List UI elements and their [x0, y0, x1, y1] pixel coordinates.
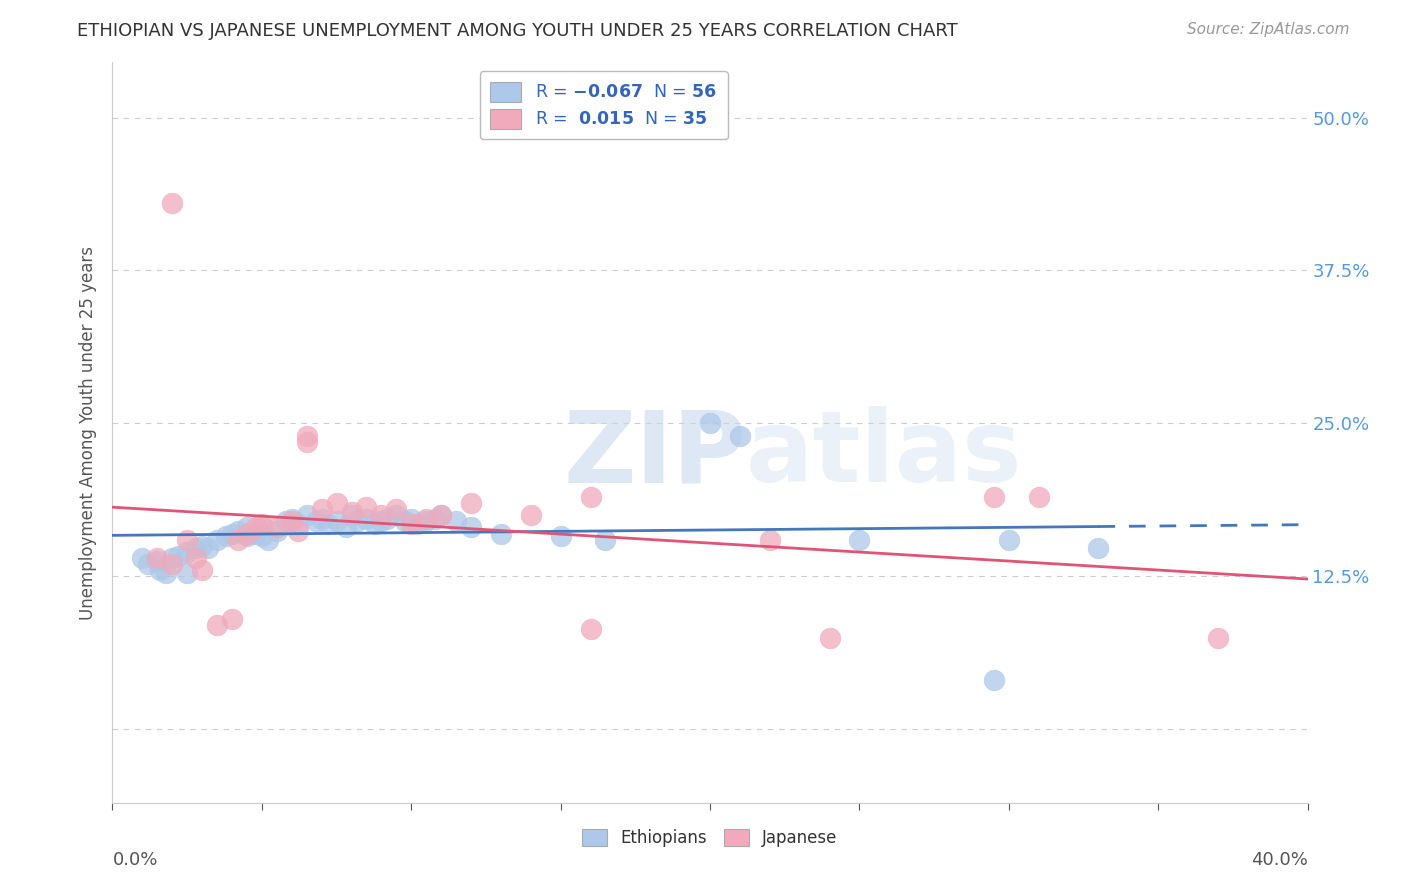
- Point: [226, 524, 249, 538]
- Point: [401, 512, 423, 526]
- Point: [394, 514, 416, 528]
- Point: [401, 516, 423, 531]
- Point: [162, 557, 183, 571]
- Point: [460, 496, 482, 510]
- Point: [266, 524, 288, 538]
- Point: [311, 502, 333, 516]
- Point: [305, 514, 328, 528]
- Point: [226, 533, 249, 547]
- Point: [325, 496, 347, 510]
- Point: [356, 500, 378, 514]
- Point: [162, 551, 183, 566]
- Legend: Ethiopians, Japanese: Ethiopians, Japanese: [575, 822, 845, 854]
- Point: [444, 514, 467, 528]
- Y-axis label: Unemployment Among Youth under 25 years: Unemployment Among Youth under 25 years: [79, 245, 97, 620]
- Point: [250, 529, 273, 543]
- Point: [176, 545, 198, 559]
- Point: [186, 551, 208, 566]
- Point: [146, 551, 169, 566]
- Point: [489, 526, 512, 541]
- Point: [325, 514, 347, 528]
- Point: [1028, 490, 1050, 504]
- Point: [236, 526, 259, 541]
- Point: [430, 508, 453, 523]
- Point: [167, 549, 190, 563]
- Point: [377, 512, 399, 526]
- Point: [295, 508, 318, 523]
- Point: [385, 508, 408, 523]
- Point: [1087, 541, 1109, 556]
- Point: [176, 533, 198, 547]
- Point: [221, 526, 243, 541]
- Point: [197, 541, 219, 556]
- Point: [236, 529, 259, 543]
- Point: [281, 512, 304, 526]
- Point: [460, 520, 482, 534]
- Point: [385, 502, 408, 516]
- Point: [356, 512, 378, 526]
- Point: [205, 618, 228, 632]
- Point: [415, 514, 437, 528]
- Point: [699, 417, 721, 431]
- Point: [364, 516, 387, 531]
- Point: [162, 196, 183, 211]
- Point: [191, 563, 214, 577]
- Text: Source: ZipAtlas.com: Source: ZipAtlas.com: [1187, 22, 1350, 37]
- Point: [550, 529, 572, 543]
- Point: [295, 434, 318, 449]
- Text: ETHIOPIAN VS JAPANESE UNEMPLOYMENT AMONG YOUTH UNDER 25 YEARS CORRELATION CHART: ETHIOPIAN VS JAPANESE UNEMPLOYMENT AMONG…: [77, 22, 957, 40]
- Point: [287, 524, 309, 538]
- Point: [245, 520, 267, 534]
- Point: [998, 533, 1021, 547]
- Point: [340, 508, 363, 523]
- Point: [425, 512, 447, 526]
- Point: [221, 612, 243, 626]
- Point: [579, 622, 602, 636]
- Point: [335, 520, 357, 534]
- Point: [250, 516, 273, 531]
- Point: [176, 566, 198, 580]
- Text: 0.0%: 0.0%: [112, 851, 157, 869]
- Point: [316, 516, 339, 531]
- Point: [205, 533, 228, 547]
- Point: [595, 533, 617, 547]
- Text: atlas: atlas: [747, 407, 1022, 503]
- Point: [818, 631, 841, 645]
- Point: [759, 533, 782, 547]
- Point: [1206, 631, 1229, 645]
- Text: 40.0%: 40.0%: [1251, 851, 1308, 869]
- Point: [236, 520, 259, 534]
- Point: [287, 516, 309, 531]
- Point: [340, 504, 363, 518]
- Point: [281, 514, 304, 528]
- Point: [983, 673, 1005, 688]
- Point: [149, 563, 172, 577]
- Point: [406, 516, 429, 531]
- Point: [346, 514, 368, 528]
- Point: [295, 428, 318, 442]
- Point: [983, 490, 1005, 504]
- Point: [415, 512, 437, 526]
- Point: [146, 553, 169, 567]
- Point: [155, 566, 177, 580]
- Point: [311, 512, 333, 526]
- Point: [131, 551, 153, 566]
- Point: [257, 533, 280, 547]
- Point: [370, 508, 392, 523]
- Point: [215, 529, 238, 543]
- Point: [848, 533, 870, 547]
- Point: [370, 514, 392, 528]
- Point: [186, 541, 208, 556]
- Point: [191, 539, 214, 553]
- Point: [266, 520, 288, 534]
- Point: [579, 490, 602, 504]
- Point: [245, 526, 267, 541]
- Point: [728, 428, 751, 442]
- Point: [274, 514, 297, 528]
- Point: [138, 557, 160, 571]
- Point: [250, 520, 273, 534]
- Point: [520, 508, 543, 523]
- Point: [430, 508, 453, 523]
- Text: ZIP: ZIP: [562, 407, 747, 503]
